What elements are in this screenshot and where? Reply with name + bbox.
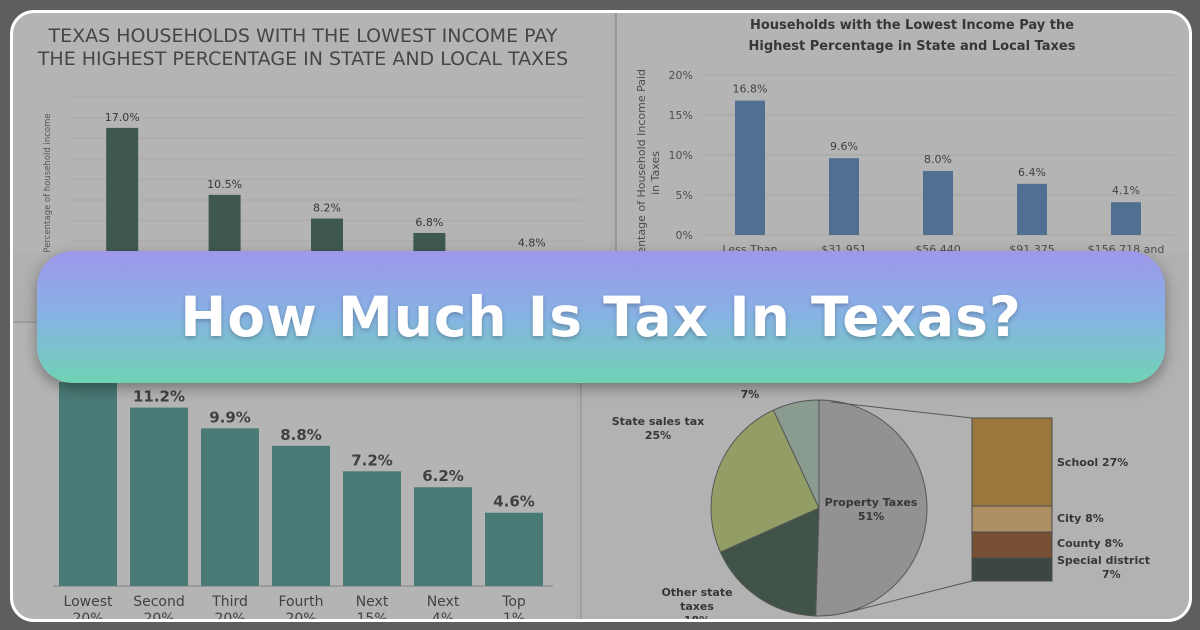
thumbnail-frame: TEXAS HOUSEHOLDS WITH THE LOWEST INCOME …: [10, 10, 1192, 622]
chart-panel-texas-households: TEXAS HOUSEHOLDS WITH THE LOWEST INCOME …: [13, 13, 611, 253]
chart-2-bar: [829, 158, 859, 235]
chart-2-y-tick-label: 20%: [669, 69, 693, 82]
chart-2-title-line-2: Highest Percentage in State and Local Ta…: [749, 39, 1076, 54]
chart-3-bar: [485, 512, 543, 586]
chart-panel-households-percentage: Households with the Lowest Income Pay th…: [615, 13, 1189, 253]
chart-2-x-tick-label: $156,718 and: [1088, 243, 1165, 253]
chart-1-bar: [208, 194, 241, 253]
chart-3-data-label: 9.9%: [209, 408, 251, 426]
chart-1-data-label: 8.2%: [313, 202, 341, 215]
chart-2-y-tick-label: 5%: [676, 189, 693, 202]
chart-2-x-tick-label: $31,951: [821, 243, 867, 253]
chart-3-x-tick-label: 20%: [143, 611, 174, 621]
chart-1-bar: [106, 127, 139, 253]
chart-4-slice-label: taxes: [680, 600, 714, 613]
chart-1-data-label: 10.5%: [207, 178, 242, 191]
chart-3-x-tick-label: 20%: [285, 611, 316, 621]
chart-2-x-tick-label: $91,375: [1009, 243, 1055, 253]
chart-3-x-tick-label: Next: [356, 594, 389, 610]
chart-4-slice-label: Other state: [661, 586, 732, 599]
chart-4-breakdown-label: County 8%: [1057, 537, 1123, 550]
chart-4-breakdown-segment: [971, 557, 1053, 582]
chart-2-data-label: 4.1%: [1112, 184, 1140, 197]
chart-2-data-label: 6.4%: [1018, 166, 1046, 179]
chart-3-bar: [130, 407, 188, 586]
chart-3-data-label: 6.2%: [422, 467, 464, 485]
chart-2-data-label: 8.0%: [924, 153, 952, 166]
chart-4-pie-slice: [710, 409, 820, 553]
chart-4-slice-pct: 25%: [645, 429, 671, 442]
chart-2-data-label: 16.8%: [733, 83, 768, 96]
chart-4-slice-pct: 7%: [741, 388, 760, 401]
chart-3-bar: [343, 471, 401, 586]
chart-4-slice-pct: 18%: [684, 614, 710, 619]
chart-3-x-tick-label: Lowest: [64, 594, 113, 610]
chart-1-title-line-1: TEXAS HOUSEHOLDS WITH THE LOWEST INCOME …: [48, 25, 558, 47]
chart-3-x-tick-label: 20%: [72, 611, 103, 621]
chart-2-bar: [1111, 202, 1141, 235]
chart-3-bar: [414, 487, 472, 586]
title-banner: How Much Is Tax In Texas?: [37, 251, 1165, 383]
chart-2-y-axis-label-line-1: Percentage of Household Income Paid: [635, 69, 648, 253]
chart-4-breakdown-segment: [971, 417, 1053, 507]
chart-2-y-tick-label: 15%: [669, 109, 693, 122]
chart-3-data-label: 7.2%: [351, 451, 393, 469]
chart-3-x-tick-label: 15%: [356, 611, 387, 621]
chart-3-x-tick-label: 4%: [432, 611, 454, 621]
chart-2-y-tick-label: 10%: [669, 149, 693, 162]
chart-1-data-label: 17.0%: [105, 111, 140, 124]
chart-4-pie-slice: [815, 399, 928, 617]
chart-1-title-line-2: THE HIGHEST PERCENTAGE IN STATE AND LOCA…: [37, 48, 568, 70]
chart-4-breakdown-pct: 7%: [1102, 568, 1121, 581]
chart-3-data-label: 11.2%: [133, 388, 185, 406]
chart-3-bar: [59, 382, 117, 586]
chart-4-breakdown-label: City 8%: [1057, 512, 1104, 525]
chart-4-connector-line: [830, 401, 973, 419]
chart-4-pie-slice: [772, 399, 820, 509]
chart-3-x-tick-label: Top: [501, 594, 526, 610]
chart-2-y-tick-label: 0%: [676, 229, 693, 242]
chart-2-y-axis-label-line-2: in Taxes: [649, 151, 662, 195]
chart-2-title-line-1: Households with the Lowest Income Pay th…: [750, 18, 1074, 33]
chart-4-slice-label: Property Taxes: [825, 496, 918, 509]
banner-title: How Much Is Tax In Texas?: [180, 285, 1022, 349]
chart-4-breakdown-label: School 27%: [1057, 456, 1128, 469]
chart-2-bar: [923, 171, 953, 235]
chart-3-x-tick-label: Second: [133, 594, 185, 610]
chart-2-svg: Households with the Lowest Income Pay th…: [635, 18, 1173, 253]
chart-3-x-tick-label: 20%: [214, 611, 245, 621]
chart-2-x-tick-label: $56,440: [915, 243, 961, 253]
chart-4-slice-label: State sales tax: [612, 415, 705, 428]
chart-2-x-tick-label: Less Than: [722, 243, 777, 253]
chart-4-breakdown-segment: [971, 505, 1053, 533]
chart-4-breakdown-label: Special district: [1057, 554, 1150, 567]
chart-3-bar: [201, 428, 259, 586]
chart-1-bar: [311, 218, 343, 253]
chart-2-bar: [735, 100, 765, 235]
chart-4-slice-pct: 51%: [858, 510, 884, 523]
chart-3-x-tick-label: Fourth: [278, 594, 323, 610]
chart-1-data-label: 6.8%: [415, 216, 443, 229]
chart-4-pie-slice: [719, 507, 820, 617]
chart-3-data-label: 4.6%: [493, 493, 535, 511]
chart-2-bar: [1017, 183, 1047, 235]
chart-3-x-tick-label: Third: [211, 594, 248, 610]
chart-4-breakdown-segment: [971, 531, 1053, 559]
chart-3-x-tick-label: Next: [427, 594, 460, 610]
chart-3-x-tick-label: 1%: [503, 611, 525, 621]
chart-1-y-axis-label: Percentage of household income: [43, 113, 53, 252]
chart-3-bar: [272, 445, 330, 586]
chart-2-data-label: 9.6%: [830, 140, 858, 153]
chart-1-bar: [413, 232, 446, 253]
chart-3-data-label: 8.8%: [280, 426, 322, 444]
chart-1-data-label: 4.8%: [518, 237, 546, 250]
chart-1-svg: TEXAS HOUSEHOLDS WITH THE LOWEST INCOME …: [37, 25, 583, 253]
chart-4-connector-line: [848, 580, 973, 613]
